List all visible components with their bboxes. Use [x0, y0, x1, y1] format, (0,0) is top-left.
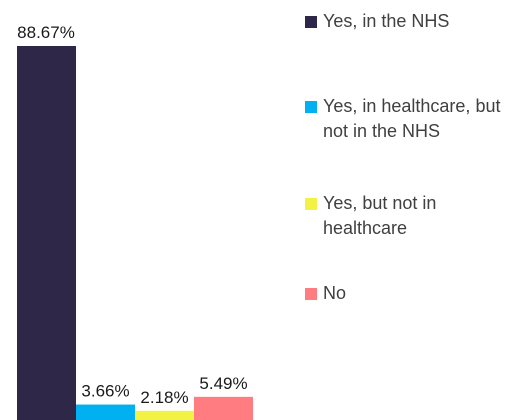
legend-swatch-yes-healthcare-not-nhs [305, 101, 317, 113]
data-label-yes-nhs: 88.67% [17, 23, 75, 42]
legend-label-no: No [323, 283, 347, 303]
data-label-yes-healthcare-not-nhs: 3.66% [81, 382, 129, 401]
data-label-yes-not-healthcare: 2.18% [140, 388, 188, 407]
legend-item-yes-healthcare-not-nhs: Yes, in healthcare, but not in the NHS [305, 94, 513, 144]
legend-item-yes-nhs: Yes, in the NHS [305, 9, 513, 34]
legend-label-yes-healthcare-not-nhs: Yes, in healthcare, but not in the NHS [323, 96, 501, 141]
legend-item-yes-not-healthcare: Yes, but not in healthcare [305, 191, 513, 241]
bar-yes-healthcare-not-nhs [76, 404, 135, 420]
bar-yes-not-healthcare [135, 410, 194, 420]
legend-item-no: No [305, 281, 513, 306]
data-label-no: 5.49% [199, 374, 247, 393]
legend-swatch-yes-not-healthcare [305, 198, 317, 210]
bar-yes-nhs [17, 46, 76, 420]
legend-label-yes-not-healthcare: Yes, but not in healthcare [323, 193, 437, 238]
legend-swatch-yes-nhs [305, 16, 317, 28]
bar-chart: 88.67% 3.66% 2.18% 5.49% [17, 23, 253, 420]
legend-swatch-no [305, 288, 317, 300]
bar-no [194, 396, 253, 420]
legend-label-yes-nhs: Yes, in the NHS [323, 11, 450, 31]
